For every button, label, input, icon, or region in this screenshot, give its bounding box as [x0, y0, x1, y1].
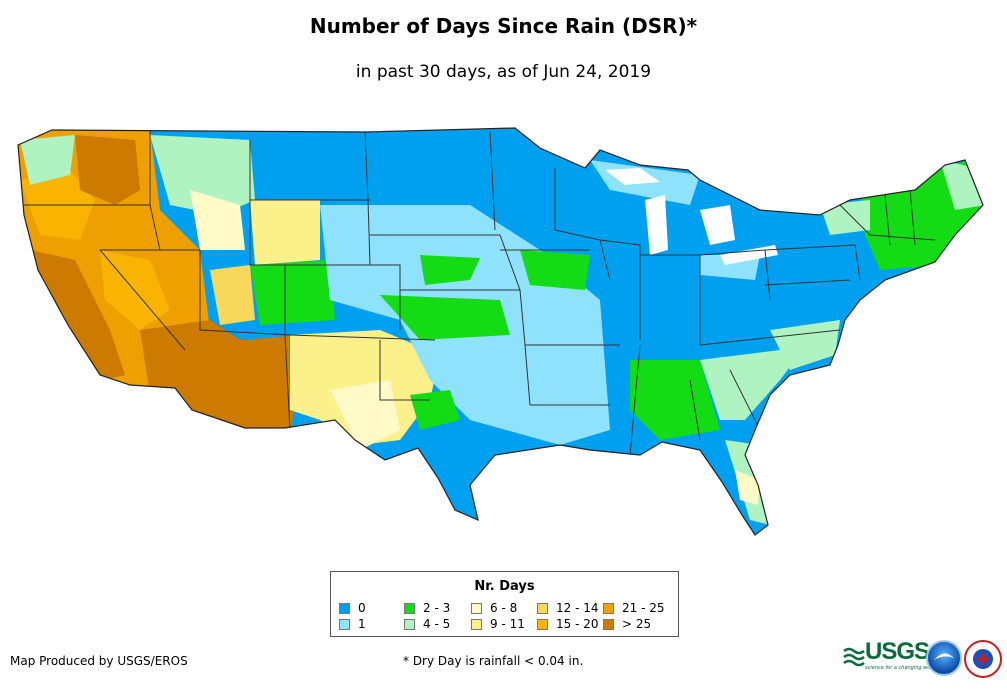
nws-emblem-icon	[973, 649, 993, 669]
zone-al-2-3	[630, 360, 720, 440]
map-subtitle: in past 30 days, as of Jun 24, 2019	[355, 62, 652, 82]
zone-co-2-3	[250, 260, 335, 325]
legend-swatch-4	[471, 602, 482, 614]
usgs-wave-icon	[843, 647, 865, 666]
zone-wy-6-8	[190, 190, 245, 250]
legend-label-0: 0	[358, 601, 366, 615]
legend-swatch-8	[603, 602, 614, 614]
zone-ca-gt25	[30, 250, 125, 385]
usgs-tagline: science for a changing world	[865, 665, 937, 671]
legend-label-2: 2 - 3	[423, 601, 451, 615]
zone-tx-6-8	[330, 380, 400, 450]
legend-item-1: 1	[339, 617, 366, 631]
legend-swatch-3	[404, 618, 415, 630]
zone-mt-4-5	[150, 135, 255, 215]
zone-wa-4-5	[20, 135, 75, 185]
lake-huron	[700, 205, 735, 245]
lake-michigan	[645, 195, 668, 255]
legend-item-6: 12 - 14	[537, 601, 599, 615]
legend-label-7: 15 - 20	[556, 617, 599, 631]
lake-superior	[605, 168, 660, 185]
legend-label-1: 1	[358, 617, 366, 631]
legend-item-2: 2 - 3	[404, 601, 450, 615]
zone-ga-4-5	[700, 340, 810, 420]
zone-or-gt25	[75, 135, 140, 205]
dry-day-note: * Dry Day is rainfall < 0.04 in.	[403, 654, 584, 668]
legend-item-9: > 25	[603, 617, 651, 631]
legend-item-4: 6 - 8	[471, 601, 517, 615]
legend-swatch-0	[339, 602, 350, 614]
legend-box: Nr. Days 0 1 2 - 3 4 - 5 6 - 8 9 - 11 12…	[330, 571, 679, 637]
legend-item-8: 21 - 25	[603, 601, 665, 615]
nws-logo-icon	[964, 640, 1002, 678]
usgs-wordmark: USGS	[865, 638, 930, 665]
legend-item-3: 4 - 5	[404, 617, 450, 631]
legend-label-5: 9 - 11	[490, 617, 525, 631]
legend-item-5: 9 - 11	[471, 617, 525, 631]
legend-label-9: > 25	[622, 617, 652, 631]
legend-label-6: 12 - 14	[556, 601, 599, 615]
legend-label-4: 6 - 8	[490, 601, 518, 615]
credit-text: Map Produced by USGS/EROS	[10, 654, 188, 668]
zone-ne-2-3	[420, 255, 480, 285]
legend-title: Nr. Days	[474, 579, 535, 594]
usgs-logo: USGS science for a changing world	[843, 640, 937, 671]
legend-swatch-2	[404, 602, 415, 614]
legend-label-3: 4 - 5	[423, 617, 451, 631]
legend-swatch-1	[339, 618, 350, 630]
legend-label-8: 21 - 25	[622, 601, 665, 615]
legend-item-7: 15 - 20	[537, 617, 599, 631]
zone-nc-4-5	[770, 320, 840, 370]
legend-swatch-7	[537, 618, 548, 630]
legend-swatch-6	[537, 602, 548, 614]
zone-ia-2-3	[520, 250, 590, 290]
dsr-zones	[18, 130, 983, 525]
zone-oh-1	[700, 255, 760, 280]
zone-ks-2-3	[380, 295, 510, 340]
us-dsr-map	[17, 127, 984, 536]
legend-item-0: 0	[339, 601, 366, 615]
map-title: Number of Days Since Rain (DSR)*	[309, 14, 698, 38]
noaa-logo-icon	[926, 640, 962, 676]
legend-swatch-5	[471, 618, 482, 630]
noaa-bird-icon	[934, 653, 954, 660]
zone-wy-9-11	[250, 200, 320, 265]
legend-swatch-9	[603, 618, 614, 630]
zone-ut-12-14	[210, 265, 255, 325]
zone-fl-6-8	[735, 470, 760, 505]
state-boundaries	[22, 130, 936, 456]
